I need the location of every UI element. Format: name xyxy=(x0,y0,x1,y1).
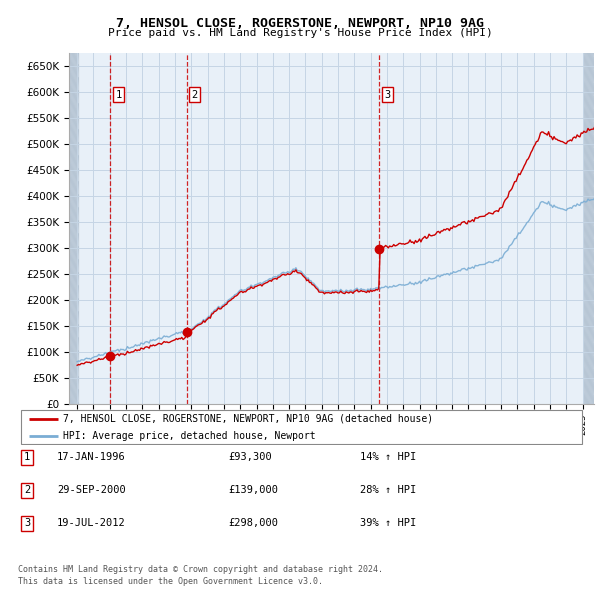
Text: 7, HENSOL CLOSE, ROGERSTONE, NEWPORT, NP10 9AG: 7, HENSOL CLOSE, ROGERSTONE, NEWPORT, NP… xyxy=(116,17,484,30)
Text: Contains HM Land Registry data © Crown copyright and database right 2024.: Contains HM Land Registry data © Crown c… xyxy=(18,565,383,574)
FancyBboxPatch shape xyxy=(21,410,582,444)
Text: Price paid vs. HM Land Registry's House Price Index (HPI): Price paid vs. HM Land Registry's House … xyxy=(107,28,493,38)
Text: 7, HENSOL CLOSE, ROGERSTONE, NEWPORT, NP10 9AG (detached house): 7, HENSOL CLOSE, ROGERSTONE, NEWPORT, NP… xyxy=(64,414,433,424)
Text: £139,000: £139,000 xyxy=(228,486,278,495)
Text: 39% ↑ HPI: 39% ↑ HPI xyxy=(360,519,416,528)
Bar xyxy=(584,53,594,404)
Text: 1: 1 xyxy=(115,90,122,100)
Text: £298,000: £298,000 xyxy=(228,519,278,528)
Text: 19-JUL-2012: 19-JUL-2012 xyxy=(57,519,126,528)
Text: 17-JAN-1996: 17-JAN-1996 xyxy=(57,453,126,462)
Text: This data is licensed under the Open Government Licence v3.0.: This data is licensed under the Open Gov… xyxy=(18,577,323,586)
Text: 1: 1 xyxy=(24,453,30,462)
Text: 3: 3 xyxy=(385,90,391,100)
Text: 3: 3 xyxy=(24,519,30,528)
Text: 14% ↑ HPI: 14% ↑ HPI xyxy=(360,453,416,462)
Text: 2: 2 xyxy=(24,486,30,495)
Text: 29-SEP-2000: 29-SEP-2000 xyxy=(57,486,126,495)
Bar xyxy=(69,53,79,404)
Text: HPI: Average price, detached house, Newport: HPI: Average price, detached house, Newp… xyxy=(64,431,316,441)
Text: £93,300: £93,300 xyxy=(228,453,272,462)
Text: 2: 2 xyxy=(191,90,197,100)
Text: 28% ↑ HPI: 28% ↑ HPI xyxy=(360,486,416,495)
